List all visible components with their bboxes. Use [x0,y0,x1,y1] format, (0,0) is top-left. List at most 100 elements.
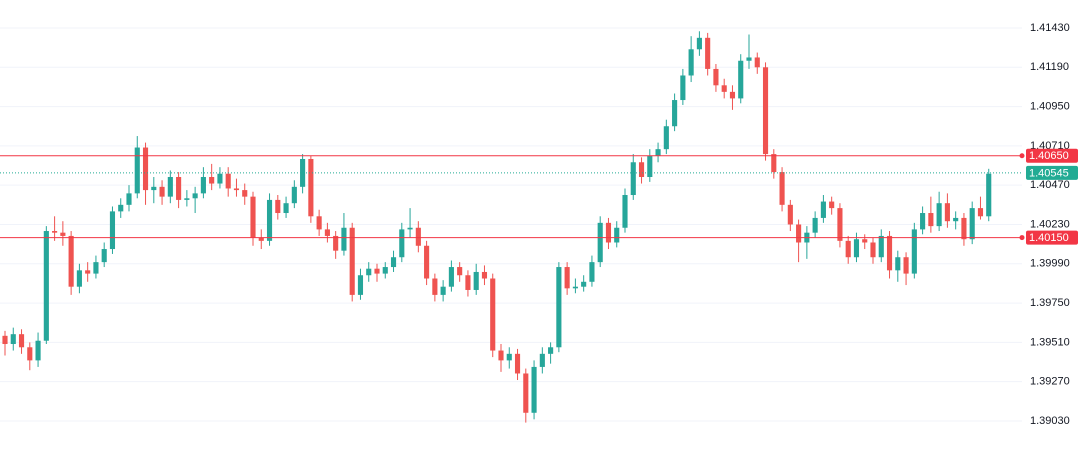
candle-body [52,231,58,233]
candle-body [796,224,802,243]
candle-body [134,147,140,194]
candle-body [820,201,826,218]
candle-body [696,37,702,50]
price-level-tag [1026,230,1078,245]
candle-body [2,335,8,345]
candle-body [101,249,107,263]
candle-body [986,173,992,217]
candle-body [895,257,901,271]
candle-body [481,271,488,279]
candle-body [928,213,934,227]
candle-body [614,227,620,243]
y-tick-label: 1.39990 [1030,258,1070,270]
candle-body [837,208,843,241]
y-tick-label: 1.41190 [1030,61,1069,73]
candle-body [647,155,653,177]
candle-body [672,100,678,127]
candle-body [184,198,190,200]
y-tick-label: 1.39510 [1030,336,1070,348]
candle-body [638,162,645,177]
candle-body [548,347,554,354]
candle-body [771,154,777,173]
candle-body [581,281,587,287]
candle-body [333,235,339,251]
candle-body [490,278,496,351]
candle-body [663,126,669,150]
price-level-dot [1019,235,1025,241]
candle-body [754,57,760,68]
candle-body [779,172,785,205]
candle-body [655,149,661,156]
candle-body [167,176,173,197]
candle-body [283,203,289,214]
price-level-tag [1026,165,1078,180]
candle-body [68,235,74,287]
candle-body [275,199,281,214]
y-tick-label: 1.40950 [1030,100,1070,112]
candle-body [217,173,223,184]
candle-body [142,147,149,191]
candle-body [126,193,132,205]
candle-body [630,162,636,196]
candle-body [688,49,694,76]
candle-body [432,278,438,295]
candle-body [903,257,909,274]
candle-body [944,203,950,222]
candle-body [556,267,562,348]
candle-body [589,262,595,282]
candle-body [936,203,942,227]
candle-body [969,208,975,240]
candle-body [812,217,818,233]
candle-body [705,37,711,69]
candle-body [341,227,347,251]
candle-body [762,67,769,155]
candle-body [291,186,297,204]
y-tick-label: 1.39030 [1030,415,1070,427]
candle-body [953,217,959,222]
candle-body [176,176,182,200]
candle-body [746,57,752,61]
candle-body [407,227,413,230]
candle-body [374,268,380,274]
candle-body [539,353,545,367]
candle-body [870,242,876,258]
candle-body [60,232,66,236]
candle-body [498,350,504,361]
candle-body [911,229,917,274]
candle-body [233,188,240,191]
candle-body [27,347,33,361]
candle-body [349,227,355,295]
candle-body [605,222,612,243]
candle-body [862,239,868,243]
candle-body [448,267,454,287]
candle-body [192,193,198,199]
candle-body [118,204,124,212]
y-tick-label: 1.40230 [1030,218,1070,230]
y-tick-label: 1.41430 [1030,22,1070,34]
candle-body [76,270,82,287]
candle-body [93,262,99,274]
candle-body [440,286,446,295]
candle-body [523,373,529,413]
candle-body [787,204,793,225]
candle-body [159,186,165,197]
candle-body [399,229,405,258]
candle-body [316,216,322,230]
candle-body [382,267,388,274]
candle-body [977,208,984,217]
candle-body [473,271,479,290]
candle-body [506,353,512,361]
candle-body [18,334,25,348]
candle-body [390,257,397,268]
candle-body [457,267,463,276]
candle-body [258,237,264,241]
candle-body [878,235,884,258]
candle-body [200,176,206,194]
y-tick-label: 1.39750 [1030,297,1070,309]
candle-body [225,173,231,189]
y-tick-label: 1.39270 [1030,376,1070,388]
candle-body [531,366,537,413]
price-level-label: 1.40650 [1029,150,1069,162]
